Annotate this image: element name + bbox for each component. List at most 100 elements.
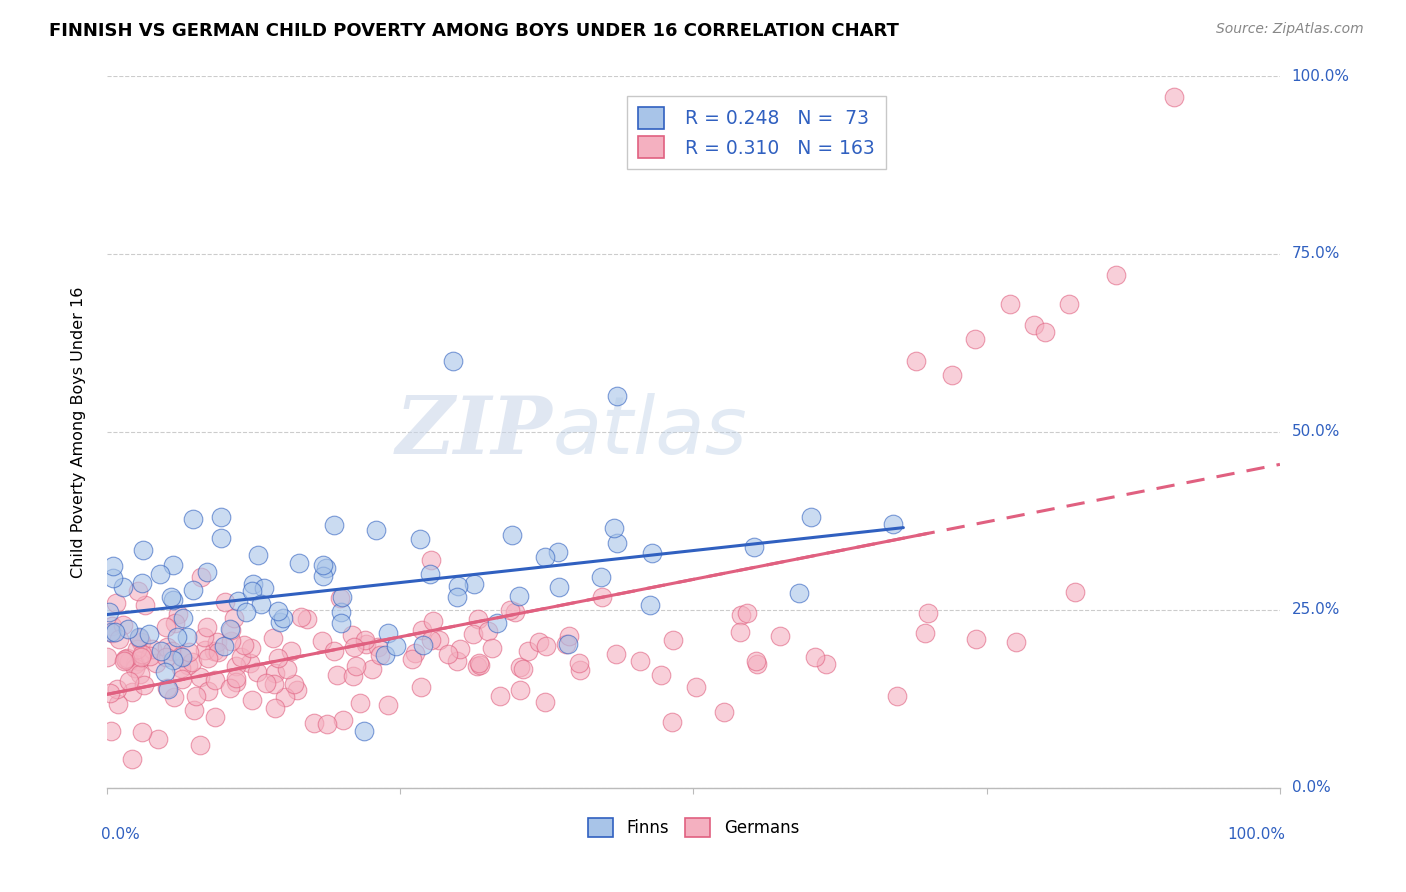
Point <box>481 640 503 655</box>
Point <box>162 653 184 667</box>
Point <box>212 639 235 653</box>
Point <box>534 639 557 653</box>
Point <box>183 583 205 598</box>
Point <box>239 640 262 655</box>
Point <box>488 689 510 703</box>
Point <box>508 589 530 603</box>
Point <box>127 583 149 598</box>
Point <box>121 752 143 766</box>
Point <box>411 623 433 637</box>
Point <box>332 713 354 727</box>
Point <box>145 656 167 670</box>
Point <box>548 580 571 594</box>
Point <box>1022 318 1045 333</box>
Point <box>568 656 591 670</box>
Point <box>162 558 184 573</box>
Point <box>385 639 408 653</box>
Point <box>195 565 218 579</box>
Point <box>176 657 198 672</box>
Point <box>468 658 491 673</box>
Point <box>214 595 236 609</box>
Point <box>231 649 253 664</box>
Point <box>240 692 263 706</box>
Point <box>138 627 160 641</box>
Point <box>501 528 523 542</box>
Point <box>124 657 146 671</box>
Point <box>441 353 464 368</box>
Point <box>225 659 247 673</box>
Point <box>1057 297 1080 311</box>
Point <box>169 648 191 663</box>
Point <box>606 536 628 550</box>
Point <box>315 561 337 575</box>
Point <box>527 635 550 649</box>
Point <box>267 604 290 618</box>
Point <box>160 644 183 658</box>
Text: 0.0%: 0.0% <box>101 827 141 842</box>
Point <box>803 649 825 664</box>
Point <box>477 624 499 638</box>
Point <box>112 580 135 594</box>
Point <box>467 612 489 626</box>
Point <box>242 577 264 591</box>
Point <box>661 714 683 729</box>
Point <box>361 662 384 676</box>
Text: 75.0%: 75.0% <box>1292 246 1340 261</box>
Point <box>368 648 391 662</box>
Point <box>132 543 155 558</box>
Point <box>516 644 538 658</box>
Point <box>193 630 215 644</box>
Point <box>264 665 287 680</box>
Point <box>315 717 337 731</box>
Point <box>1105 268 1128 283</box>
Point <box>156 681 179 695</box>
Point <box>176 630 198 644</box>
Point <box>146 732 169 747</box>
Point <box>998 297 1021 311</box>
Point <box>264 700 287 714</box>
Point <box>340 628 363 642</box>
Point <box>107 698 129 712</box>
Point <box>606 389 628 403</box>
Point <box>263 677 285 691</box>
Point <box>100 619 122 633</box>
Point <box>963 332 986 346</box>
Point <box>534 550 557 565</box>
Point <box>276 662 298 676</box>
Point <box>419 567 441 582</box>
Point <box>499 603 522 617</box>
Point <box>117 622 139 636</box>
Point <box>267 650 290 665</box>
Point <box>98 605 121 619</box>
Point <box>190 570 212 584</box>
Point <box>246 665 269 679</box>
Point <box>463 627 485 641</box>
Point <box>128 654 150 668</box>
Point <box>628 654 651 668</box>
Point <box>149 644 172 658</box>
Point <box>183 702 205 716</box>
Point <box>240 583 263 598</box>
Text: 25.0%: 25.0% <box>1292 602 1340 617</box>
Point <box>605 647 627 661</box>
Point <box>311 634 333 648</box>
Text: atlas: atlas <box>553 393 748 471</box>
Point <box>730 625 752 640</box>
Point <box>159 590 181 604</box>
Point <box>914 626 936 640</box>
Point <box>374 648 396 662</box>
Point <box>131 575 153 590</box>
Point <box>125 642 148 657</box>
Point <box>745 654 768 668</box>
Point <box>1163 90 1185 104</box>
Point <box>814 657 837 672</box>
Point <box>557 636 579 650</box>
Point <box>103 571 125 585</box>
Point <box>447 579 470 593</box>
Point <box>941 368 963 382</box>
Point <box>225 675 247 690</box>
Point <box>105 596 128 610</box>
Point <box>254 675 277 690</box>
Point <box>509 660 531 674</box>
Point <box>330 590 353 604</box>
